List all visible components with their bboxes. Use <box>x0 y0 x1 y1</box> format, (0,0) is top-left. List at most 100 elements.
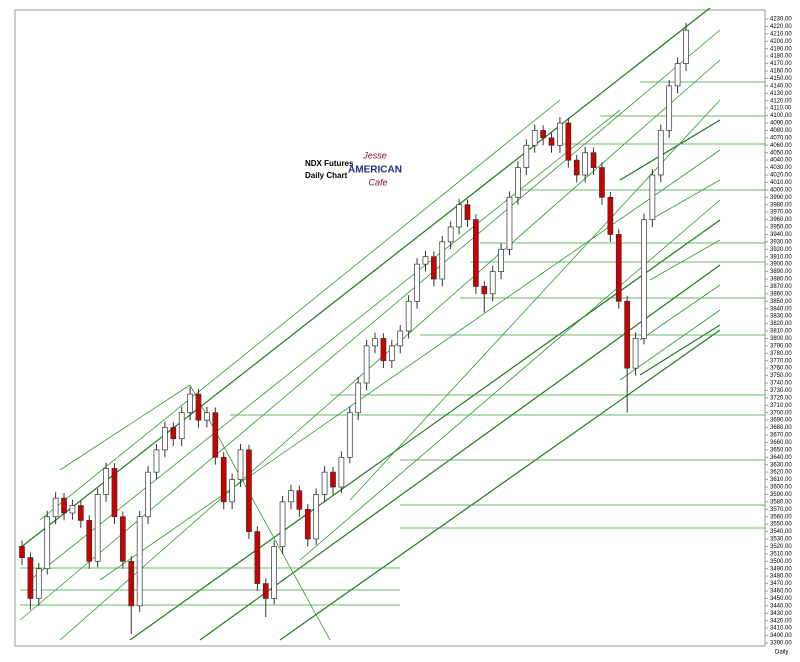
y-tick-label: 3560.00 <box>770 514 792 520</box>
candle-body <box>363 345 370 384</box>
y-tick-label: 3850.00 <box>770 299 792 305</box>
y-tick-label: 3930.00 <box>770 239 792 245</box>
candle-body <box>439 241 446 280</box>
candle-body <box>372 338 378 347</box>
candle-body <box>262 583 269 599</box>
candle-body <box>624 300 631 369</box>
candle-body <box>531 130 538 146</box>
y-tick-label: 4070.00 <box>770 135 792 141</box>
candle-body <box>607 196 614 235</box>
y-tick-label: 3570.00 <box>770 507 792 513</box>
y-tick-label: 3500.00 <box>770 559 792 565</box>
chart-title: NDX Futures <box>305 159 354 168</box>
candle-body <box>405 300 412 332</box>
candle-body <box>430 256 437 280</box>
y-tick-label: 3940.00 <box>770 232 792 238</box>
candle-body <box>220 456 227 503</box>
candle-body <box>204 412 210 421</box>
candle-body <box>447 226 454 243</box>
candle-body <box>481 286 488 295</box>
candle-body <box>683 29 689 64</box>
y-tick-label: 3510.00 <box>770 551 792 557</box>
y-tick-label: 3860.00 <box>770 291 792 297</box>
candle-body <box>506 196 513 250</box>
candle-body <box>397 330 404 347</box>
y-tick-label: 4060.00 <box>770 143 792 149</box>
y-tick-label: 3630.00 <box>770 462 792 468</box>
y-tick-label: 4080.00 <box>770 128 792 134</box>
candle-body <box>666 85 673 131</box>
candle-body <box>313 494 320 540</box>
y-tick-label: 3470.00 <box>770 581 792 587</box>
y-tick-label: 3460.00 <box>770 589 792 595</box>
candle-body <box>355 382 362 414</box>
y-tick-label: 3830.00 <box>770 314 792 320</box>
candle-body <box>27 557 34 599</box>
chart-subtitle: Daily Chart <box>305 171 348 180</box>
candle-body <box>489 271 496 295</box>
candle-body <box>120 516 126 562</box>
candle-body <box>540 130 546 139</box>
y-tick-label: 3620.00 <box>770 470 792 476</box>
y-tick-label: 3820.00 <box>770 321 792 327</box>
y-tick-label: 3490.00 <box>770 566 792 572</box>
logo-text: Jesse <box>362 150 387 160</box>
candle-body <box>565 122 572 161</box>
plot-frame <box>14 9 766 647</box>
y-tick-label: 3660.00 <box>770 440 792 446</box>
y-tick-label: 4050.00 <box>770 150 792 156</box>
candle-body <box>632 338 639 369</box>
y-tick-label: 4190.00 <box>770 46 792 52</box>
candle-body <box>557 122 563 146</box>
candle-body <box>111 468 118 518</box>
candle-body <box>456 204 462 228</box>
candle-body <box>414 263 420 302</box>
candle-body <box>523 144 530 168</box>
y-tick-label: 3790.00 <box>770 343 792 349</box>
y-tick-label: 4030.00 <box>770 165 792 171</box>
y-tick-label: 3400.00 <box>770 633 792 639</box>
logo-text: AMERICAN <box>348 165 402 176</box>
y-tick-label: 3710.00 <box>770 403 792 409</box>
y-tick-label: 3780.00 <box>770 351 792 357</box>
y-tick-label: 3600.00 <box>770 485 792 491</box>
candle-body <box>153 449 160 473</box>
y-tick-label: 3520.00 <box>770 544 792 550</box>
candle-body <box>246 449 252 532</box>
y-tick-label: 3840.00 <box>770 306 792 312</box>
y-tick-label: 4000.00 <box>770 187 792 193</box>
y-tick-label: 3610.00 <box>770 477 792 483</box>
candle-body <box>254 531 261 584</box>
candle-body <box>77 505 84 521</box>
y-tick-label: 3880.00 <box>770 277 792 283</box>
candle-body <box>271 546 278 599</box>
candle-body <box>128 560 135 607</box>
candle-body <box>573 159 580 176</box>
candle-body <box>212 412 219 458</box>
candle-body <box>473 219 479 287</box>
candle-body <box>464 204 471 220</box>
y-tick-label: 4140.00 <box>770 83 792 89</box>
y-tick-label: 3440.00 <box>770 603 792 609</box>
y-tick-label: 4090.00 <box>770 121 792 127</box>
y-tick-label: 3770.00 <box>770 358 792 364</box>
y-tick-label: 4210.00 <box>770 31 792 37</box>
candle-body <box>103 468 109 495</box>
y-tick-label: 3640.00 <box>770 455 792 461</box>
candle-body <box>162 427 168 451</box>
candle-body <box>338 456 345 488</box>
y-tick-label: 4100.00 <box>770 113 792 119</box>
candle-body <box>94 494 101 562</box>
candle-body <box>582 152 588 176</box>
candle-body <box>195 393 202 421</box>
y-tick-label: 4230.00 <box>770 17 792 23</box>
candle-body <box>498 248 504 272</box>
y-tick-label: 4040.00 <box>770 158 792 164</box>
y-tick-label: 3890.00 <box>770 269 792 275</box>
y-tick-label: 3550.00 <box>770 522 792 528</box>
y-tick-label: 4020.00 <box>770 173 792 179</box>
y-tick-label: 3420.00 <box>770 618 792 624</box>
y-tick-label: 3750.00 <box>770 373 792 379</box>
y-tick-label: 3730.00 <box>770 388 792 394</box>
candle-body <box>44 516 51 570</box>
